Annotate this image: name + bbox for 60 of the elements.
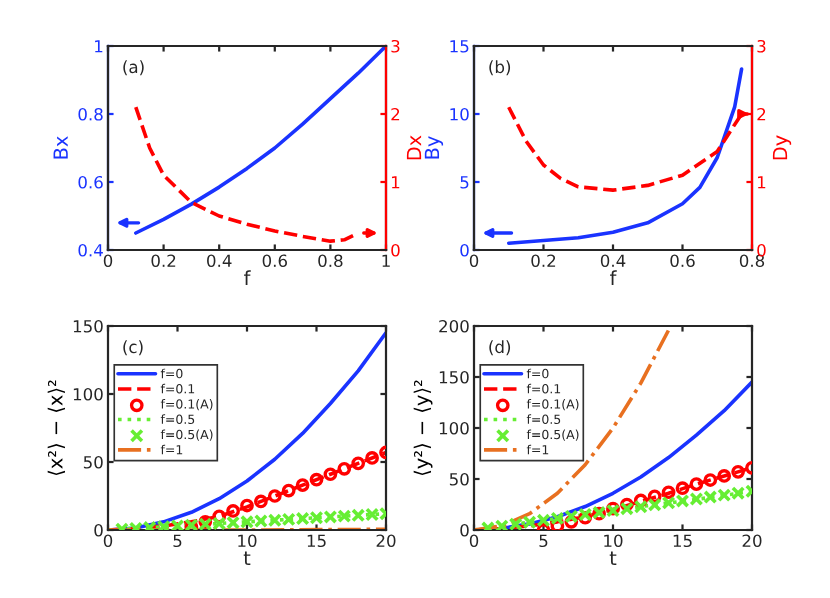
- x-tick-label: 0.2: [151, 254, 176, 268]
- y-tick-label: 0: [460, 243, 469, 257]
- x-tick-label: 15: [307, 534, 326, 548]
- x-tick-label: 0: [103, 254, 113, 268]
- y2-tick-label: 0: [757, 243, 766, 257]
- y-tick-label: 100: [439, 421, 469, 435]
- y-tick-label: 100: [73, 387, 103, 401]
- y2-tick-label: 3: [391, 39, 400, 53]
- y-tick-label: 150: [73, 319, 103, 333]
- y-tick-label: 0: [94, 523, 103, 537]
- x-tick-label: 0.4: [600, 254, 626, 268]
- x-tick-label: 15: [673, 534, 692, 548]
- y2-axis-title: Dx: [406, 135, 422, 160]
- x-tick-label: 1: [382, 254, 390, 267]
- y-tick-label: 50: [449, 472, 469, 486]
- y-tick-label: 0: [460, 523, 469, 537]
- y-axis-title: ⟨x²⟩ − ⟨x⟩²: [47, 380, 65, 476]
- annotation: (c): [123, 340, 143, 356]
- x-tick-label: 20: [376, 534, 396, 548]
- x-axis-title: f: [244, 270, 251, 286]
- x-tick-label: 0.6: [262, 254, 287, 268]
- annotation: (d): [489, 340, 511, 356]
- x-tick-label: 0.8: [318, 254, 343, 268]
- y-tick-label: 150: [439, 370, 469, 384]
- x-tick-label: 10: [238, 534, 257, 548]
- annotation: (b): [489, 60, 511, 76]
- y2-tick-label: 2: [391, 107, 400, 121]
- y-axis-title: Bx: [53, 136, 68, 159]
- y-tick-label: 1: [95, 40, 103, 53]
- y2-tick-label: 3: [757, 39, 766, 53]
- y-tick-label: 0.6: [78, 175, 103, 189]
- y2-tick-label: 1: [392, 176, 400, 189]
- y-tick-label: 200: [439, 319, 469, 333]
- y-axis-title: ⟨y²⟩ − ⟨y⟩²: [413, 380, 433, 476]
- x-tick-label: 0: [469, 254, 479, 268]
- y-tick-label: 10: [450, 107, 469, 121]
- x-tick-label: 0.4: [207, 254, 232, 268]
- x-tick-label: 20: [742, 534, 762, 548]
- x-tick-label: 0: [469, 534, 479, 548]
- x-axis-title: t: [243, 551, 251, 566]
- y2-tick-label: 1: [758, 176, 766, 189]
- x-tick-label: 10: [604, 534, 623, 548]
- y-tick-label: 15: [450, 40, 469, 53]
- y-tick-label: 0.8: [78, 107, 103, 121]
- y-axis-title: By: [424, 136, 444, 159]
- x-tick-label: 0.8: [739, 254, 765, 268]
- y2-tick-label: 2: [757, 107, 766, 121]
- y-tick-label: 5: [460, 176, 469, 189]
- x-tick-label: 0: [103, 534, 113, 548]
- x-tick-label: 5: [539, 534, 548, 548]
- x-tick-label: 0.6: [670, 254, 695, 268]
- y2-axis-title: Dy: [772, 135, 792, 160]
- x-axis-title: f: [610, 270, 617, 286]
- y2-tick-label: 0: [391, 243, 400, 257]
- annotation: (a): [123, 60, 144, 76]
- x-tick-label: 5: [173, 534, 182, 548]
- x-axis-title: t: [609, 551, 617, 566]
- y-tick-label: 50: [83, 455, 103, 469]
- x-tick-label: 0.2: [531, 254, 556, 268]
- y-tick-label: 0.4: [78, 243, 103, 257]
